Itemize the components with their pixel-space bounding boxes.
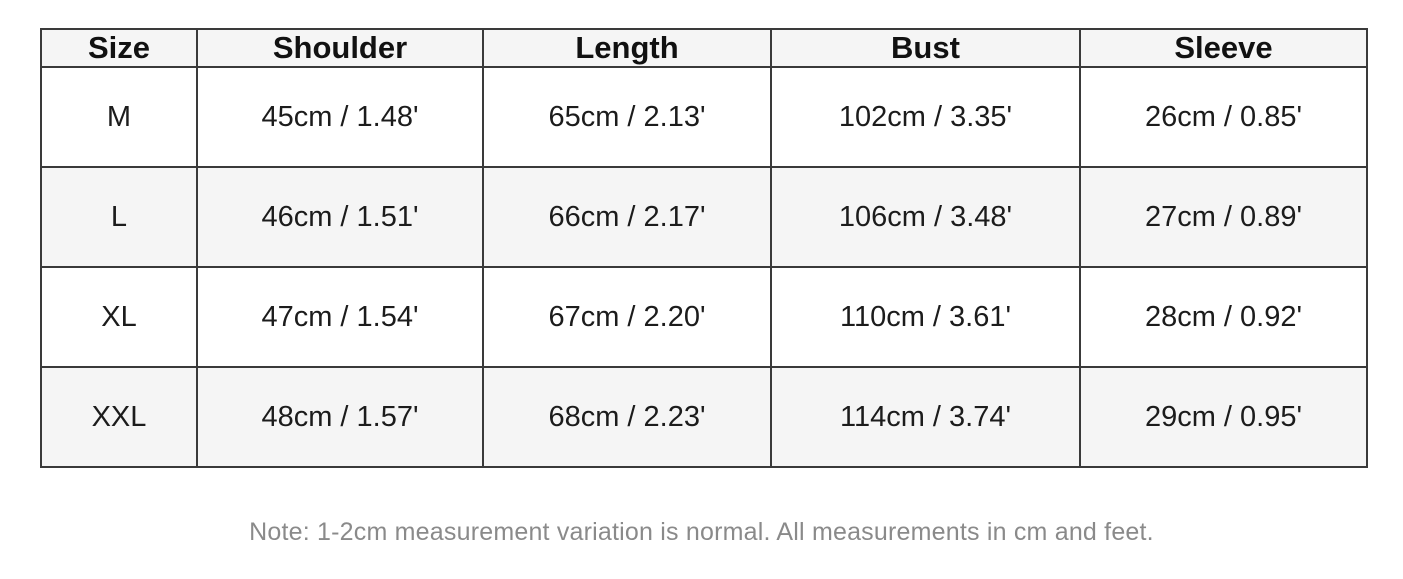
cell-size: XL — [40, 266, 198, 368]
cell-length: 65cm / 2.13' — [482, 66, 772, 168]
column-header-size: Size — [40, 28, 198, 68]
table-header-row: Size Shoulder Length Bust Sleeve — [40, 28, 1368, 68]
cell-sleeve: 28cm / 0.92' — [1079, 266, 1368, 368]
cell-shoulder: 45cm / 1.48' — [196, 66, 484, 168]
cell-bust: 114cm / 3.74' — [770, 366, 1081, 468]
cell-size: M — [40, 66, 198, 168]
cell-bust: 102cm / 3.35' — [770, 66, 1081, 168]
cell-size: L — [40, 166, 198, 268]
table-row-m: M 45cm / 1.48' 65cm / 2.13' 102cm / 3.35… — [40, 66, 1368, 168]
column-header-sleeve: Sleeve — [1079, 28, 1368, 68]
size-chart-table: Size Shoulder Length Bust Sleeve M 45cm … — [40, 28, 1368, 468]
table-row-l: L 46cm / 1.51' 66cm / 2.17' 106cm / 3.48… — [40, 166, 1368, 268]
table-row-xl: XL 47cm / 1.54' 67cm / 2.20' 110cm / 3.6… — [40, 266, 1368, 368]
cell-shoulder: 47cm / 1.54' — [196, 266, 484, 368]
cell-bust: 106cm / 3.48' — [770, 166, 1081, 268]
cell-length: 66cm / 2.17' — [482, 166, 772, 268]
cell-sleeve: 26cm / 0.85' — [1079, 66, 1368, 168]
cell-size: XXL — [40, 366, 198, 468]
column-header-shoulder: Shoulder — [196, 28, 484, 68]
cell-shoulder: 48cm / 1.57' — [196, 366, 484, 468]
table-row-xxl: XXL 48cm / 1.57' 68cm / 2.23' 114cm / 3.… — [40, 366, 1368, 468]
cell-length: 67cm / 2.20' — [482, 266, 772, 368]
cell-bust: 110cm / 3.61' — [770, 266, 1081, 368]
column-header-bust: Bust — [770, 28, 1081, 68]
cell-shoulder: 46cm / 1.51' — [196, 166, 484, 268]
column-header-length: Length — [482, 28, 772, 68]
cell-sleeve: 27cm / 0.89' — [1079, 166, 1368, 268]
measurement-note: Note: 1-2cm measurement variation is nor… — [249, 518, 1154, 546]
cell-length: 68cm / 2.23' — [482, 366, 772, 468]
cell-sleeve: 29cm / 0.95' — [1079, 366, 1368, 468]
